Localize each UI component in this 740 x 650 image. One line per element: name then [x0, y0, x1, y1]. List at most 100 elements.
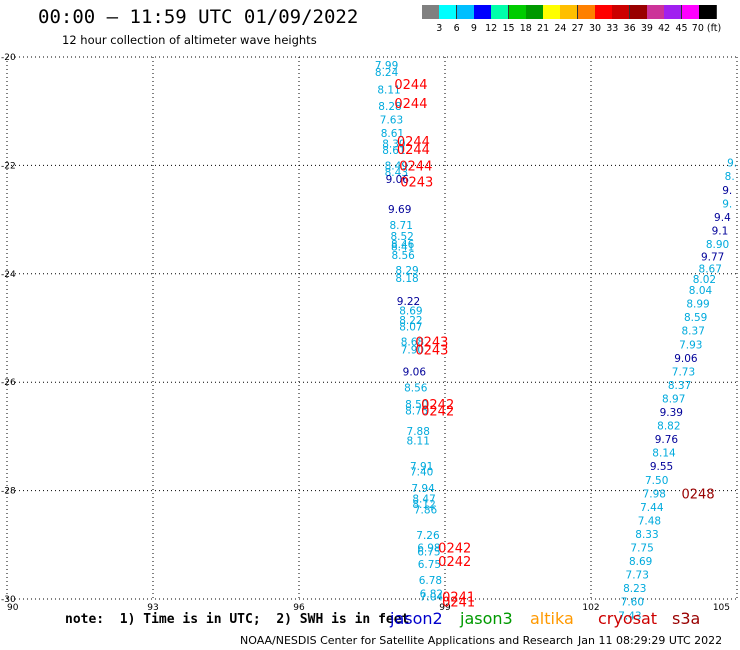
- footer-note: note: 1) Time is in UTC; 2) SWH is in fe…: [65, 612, 410, 627]
- colorbar-swatch: [681, 5, 700, 19]
- credit-text: NOAA/NESDIS Center for Satellite Applica…: [240, 634, 574, 647]
- wave-height-value: 9.: [722, 198, 732, 210]
- wave-height-value: 9.06: [386, 174, 410, 186]
- wave-height-value: 7.75: [630, 543, 653, 555]
- credit-timestamp: Jan 11 08:29:29 UTC 2022: [578, 634, 723, 647]
- wave-height-value: 8.: [725, 171, 735, 183]
- wave-height-value: 8.49: [385, 160, 408, 172]
- wave-height-value: 8.61: [381, 128, 404, 140]
- colorbar-swatch: [629, 5, 648, 19]
- colorbar-label: 15: [502, 23, 515, 34]
- wave-height-value: 7.40: [410, 467, 433, 479]
- wave-height-value: 8.23: [623, 583, 646, 595]
- wave-height-value: 8.75: [405, 405, 428, 417]
- wave-height-value: 7.99: [375, 60, 398, 72]
- longitude-tick-label: 90: [7, 603, 19, 613]
- pass-time-label: 0243: [415, 344, 448, 359]
- colorbar-swatch: [439, 5, 458, 19]
- colorbar-label: 12: [485, 23, 498, 34]
- colorbar-label: 3: [436, 23, 443, 34]
- colorbar-swatch: [525, 5, 544, 19]
- wave-height-value: 8.37: [668, 380, 691, 392]
- wave-height-value: 9.76: [655, 434, 679, 446]
- wave-height-value: 6.82: [420, 589, 443, 601]
- pass-time-label: 0244: [397, 143, 430, 158]
- wave-height-value: 8.71: [390, 220, 413, 232]
- wave-height-value: 8.28: [378, 101, 401, 113]
- colorbar-swatch: [577, 5, 596, 19]
- colorbar-label: 70 (ft): [691, 23, 722, 34]
- wave-height-value: 8.18: [395, 273, 418, 285]
- pass-time-label: 0241: [442, 590, 475, 605]
- colorbar-label: 21: [537, 23, 550, 34]
- colorbar-label: 33: [606, 23, 619, 34]
- colorbar-label: 36: [623, 23, 636, 34]
- wave-height-value: 7.04: [420, 591, 444, 603]
- wave-height-value: 7.44: [640, 502, 664, 514]
- wave-height-value: 9.06: [403, 366, 427, 378]
- wave-height-value: 9.77: [701, 251, 724, 263]
- map-tick-labels: 90 93 96 99 102 105-20-22-24-26-28-30: [1, 53, 730, 613]
- colorbar-swatch: [543, 5, 562, 19]
- wave-height-value: 8.41: [391, 242, 414, 254]
- colorbar-label: 39: [640, 23, 653, 34]
- wave-height-value: 9.: [722, 185, 732, 197]
- wave-height-value: 8.04: [689, 285, 713, 297]
- wave-height-value: 8.11: [377, 85, 400, 97]
- legend-jason2: jason2: [390, 609, 443, 628]
- wave-height-value: 7.88: [407, 426, 430, 438]
- wave-height-value: 8.46: [391, 239, 415, 251]
- wave-height-value: 8.11: [407, 436, 430, 448]
- wave-height-value: 8.22: [399, 315, 422, 327]
- wave-height-value: 7.98: [643, 488, 666, 500]
- wave-height-value: 8.29: [395, 265, 418, 277]
- wave-height-value: 6.75: [417, 546, 440, 558]
- latitude-tick-label: -24: [1, 270, 16, 280]
- wave-height-value: 9.69: [388, 204, 411, 216]
- wave-height-value: 9.1: [712, 225, 729, 237]
- wave-height-value: 8.07: [399, 321, 422, 333]
- pass-time-label: 0242: [438, 555, 471, 570]
- pass-time-label: 0244: [394, 97, 427, 112]
- colorbar-swatch: [595, 5, 613, 19]
- wave-height-value: 8.69: [399, 306, 422, 318]
- wave-height-value: 8.02: [693, 274, 716, 286]
- colorbar-label: 9: [470, 23, 477, 34]
- colorbar-swatch: [456, 5, 475, 19]
- latitude-tick-label: -20: [1, 53, 16, 63]
- wave-height-value: 7.90: [401, 345, 424, 357]
- wave-height-value: 8.47: [412, 494, 435, 506]
- pass-time-label: 0244: [397, 135, 430, 150]
- colorbar-swatch: [612, 5, 631, 19]
- colorbar-swatch: [473, 5, 492, 19]
- wave-height-value: 8.43: [385, 167, 408, 179]
- wave-height-value: 8.82: [657, 421, 680, 433]
- wave-height-value: 8.50: [405, 399, 428, 411]
- colorbar-swatch: [422, 5, 440, 19]
- colorbar-swatch: [698, 5, 717, 19]
- wave-height-value: 8.56: [391, 250, 415, 262]
- colorbar-swatch: [664, 5, 683, 19]
- pass-time-label: 0243: [400, 176, 433, 191]
- wave-height-value: 7.93: [679, 339, 702, 351]
- wave-height-value: 6.98: [417, 543, 440, 555]
- wave-height-value: 8.37: [682, 326, 705, 338]
- colorbar-label: 42: [658, 23, 671, 34]
- pass-time-labels: 0244024402440244024402430243024302420242…: [394, 78, 714, 611]
- wave-height-observations: 7.998.24 8.11 8.287.63 8.618.308.61 8.498.43…: [375, 60, 737, 622]
- legend-altika: altika: [530, 609, 574, 628]
- page-subtitle: 12 hour collection of altimeter wave hei…: [62, 33, 317, 47]
- wave-height-value: 8.69: [629, 556, 652, 568]
- legend-s3a: s3a: [672, 609, 701, 628]
- colorbar-label: 6: [453, 23, 460, 34]
- wave-height-value: 9.55: [650, 461, 673, 473]
- colorbar-label: 18: [519, 23, 532, 34]
- wave-height-value: 9.: [727, 158, 737, 170]
- wave-height-value: 8.24: [375, 67, 399, 79]
- wave-height-value: 7.73: [626, 570, 649, 582]
- pass-time-label: 0242: [438, 542, 471, 557]
- map-grid: [6, 56, 738, 600]
- latitude-tick-label: -26: [1, 378, 16, 388]
- legend-cryosat: cryosat: [598, 609, 658, 628]
